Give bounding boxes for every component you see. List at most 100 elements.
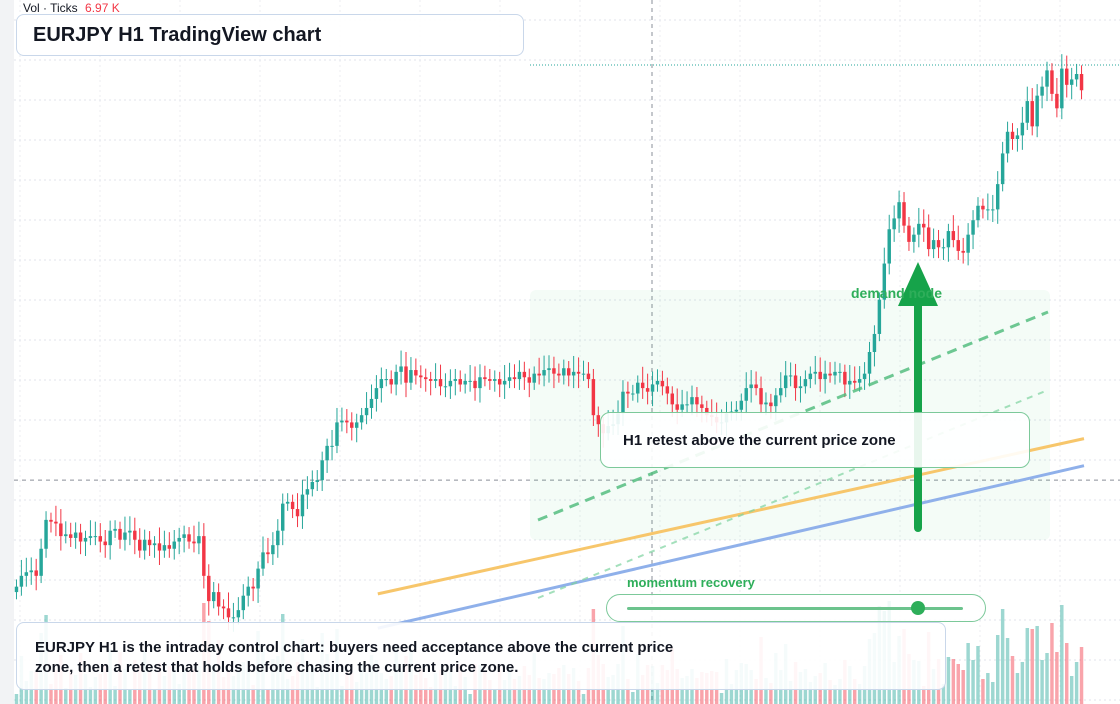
volume-bar <box>606 677 610 704</box>
candle-body <box>862 373 867 380</box>
volume-bar <box>1069 676 1074 704</box>
candle-body <box>290 501 295 510</box>
candle-body <box>912 234 916 242</box>
volume-bar <box>1030 629 1034 704</box>
price-scale-strip <box>0 0 14 704</box>
candle-body <box>566 368 571 376</box>
volume-bar <box>966 643 970 704</box>
volume-bar <box>177 684 181 704</box>
volume-bar <box>517 676 522 704</box>
volume-bar <box>49 684 53 704</box>
volume-bar <box>857 684 862 704</box>
candle-body <box>1005 131 1010 154</box>
volume-bar <box>946 657 951 704</box>
candle-body <box>645 388 650 392</box>
candle-body <box>956 240 960 251</box>
volume-bar <box>764 678 768 704</box>
volume-bar <box>941 684 946 704</box>
candle-body <box>882 263 887 300</box>
candle-body <box>1000 153 1005 185</box>
candle-body <box>1025 101 1030 123</box>
volume-bar <box>542 679 546 704</box>
candle-body <box>236 610 241 618</box>
candle-body <box>695 397 699 405</box>
volume-bar <box>1079 647 1084 704</box>
candle-body <box>995 184 1000 210</box>
candle-body <box>374 388 379 399</box>
candle-body <box>493 379 497 381</box>
volume-bar <box>680 678 684 704</box>
candle-body <box>330 445 334 447</box>
candle-body <box>138 539 142 551</box>
candle-body <box>453 379 458 381</box>
volume-bar <box>1060 605 1064 704</box>
candle-body <box>354 422 359 428</box>
candle-body <box>798 386 803 389</box>
candle-body <box>468 380 472 382</box>
candle-body <box>857 379 862 383</box>
candle-body <box>650 384 655 392</box>
candle-body <box>552 368 556 374</box>
candle-body <box>749 384 753 389</box>
candle-body <box>211 592 216 602</box>
candle-body <box>162 545 167 551</box>
candle-body <box>350 422 354 428</box>
volume-bar <box>1074 662 1079 704</box>
candles <box>14 54 1084 632</box>
volume-bar <box>991 682 995 704</box>
volume-bar <box>1035 626 1039 704</box>
candle-body <box>655 380 660 385</box>
candle-body <box>852 380 857 383</box>
candle-body <box>966 234 970 253</box>
candle-body <box>823 373 827 380</box>
volume-bar <box>428 687 433 704</box>
volume-bar <box>655 683 660 704</box>
volume-bar <box>537 678 541 704</box>
candle-body <box>320 460 324 481</box>
candle-body <box>700 404 704 408</box>
candle-body <box>986 209 990 211</box>
candle-body <box>576 371 581 374</box>
volume-bar <box>113 686 117 704</box>
candle-body <box>231 617 236 619</box>
candle-body <box>902 202 906 226</box>
candle-body <box>389 379 393 385</box>
candle-body <box>14 586 19 593</box>
candle-body <box>705 407 709 416</box>
volume-bar <box>838 679 842 704</box>
candle-body <box>581 373 586 375</box>
volume-bar <box>719 693 724 704</box>
candle-body <box>192 541 196 544</box>
candle-body <box>1020 122 1025 136</box>
candle-body <box>936 240 941 248</box>
candle-body <box>537 373 541 376</box>
momentum-slider[interactable] <box>606 594 986 622</box>
candle-body <box>532 373 536 383</box>
momentum-knob[interactable] <box>910 601 925 615</box>
candle-body <box>414 370 418 376</box>
candle-body <box>64 534 68 537</box>
candle-body <box>433 379 438 381</box>
candle-body <box>88 536 93 538</box>
candle-body <box>843 371 847 385</box>
candle-body <box>113 528 117 531</box>
volume-bar <box>14 694 19 704</box>
candle-body <box>779 388 783 396</box>
volume-bar <box>685 676 689 704</box>
candle-body <box>1079 74 1084 91</box>
candle-body <box>670 393 674 405</box>
candle-body <box>1065 68 1069 85</box>
candle-body <box>596 415 601 425</box>
candle-body <box>325 445 329 461</box>
candle-body <box>142 539 147 551</box>
candle-body <box>39 548 43 576</box>
volume-bar <box>290 676 295 704</box>
candle-body <box>68 534 73 538</box>
candle-body <box>877 299 882 334</box>
candle-body <box>522 371 527 378</box>
candle-body <box>424 377 428 380</box>
candle-body <box>621 391 625 414</box>
candle-body <box>271 545 275 555</box>
candle-body <box>443 386 448 388</box>
candle-body <box>818 371 822 380</box>
